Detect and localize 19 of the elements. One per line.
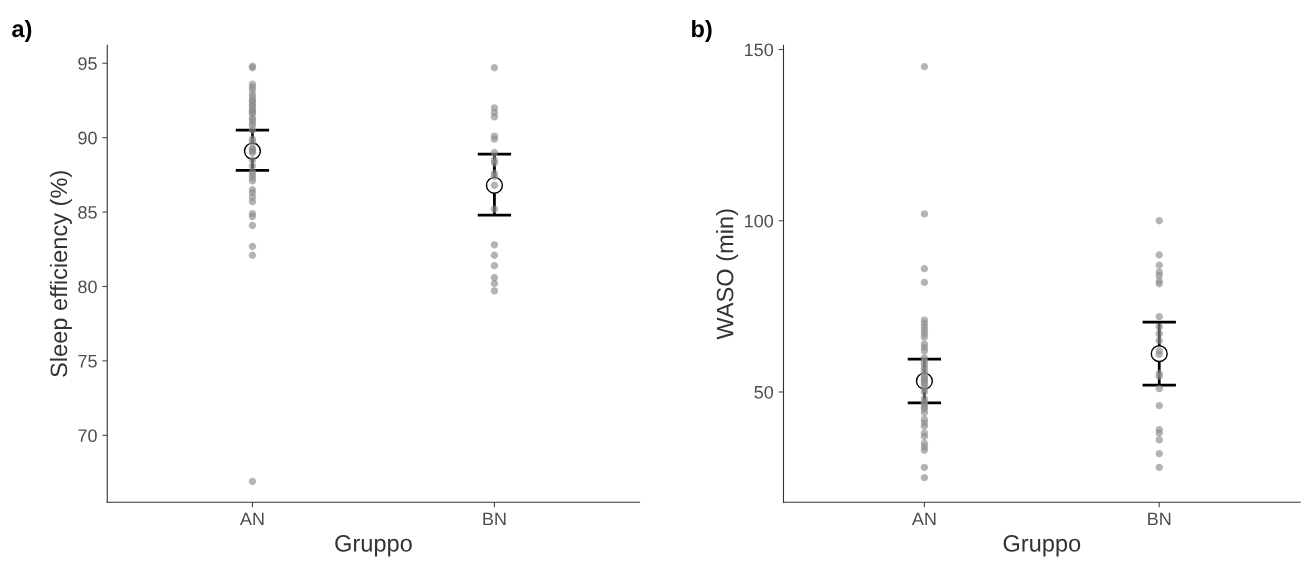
y-axis-title: Sleep efficiency (%) [49,171,72,377]
x-tick-label: BN [1148,512,1171,526]
y-tick-label: 85 [78,206,97,219]
chart-title: b) [692,19,712,42]
x-axis-title: Gruppo [335,535,412,557]
y-tick-label: 50 [754,385,774,399]
y-tick-label: 90 [78,131,97,145]
y-tick-label: 75 [78,355,97,368]
x-tick-label: AN [911,512,936,526]
y-axis-title: WASO (min) [716,209,739,340]
x-axis-title: Gruppo [1003,535,1081,557]
x-tick-label: BN [483,512,506,526]
chart-title: a) [12,19,32,42]
y-tick-label: 95 [78,57,97,70]
x-tick-label: AN [239,512,264,526]
y-tick-label: 70 [78,429,97,443]
y-tick-label: 80 [78,280,97,294]
y-tick-label: 150 [745,43,774,57]
y-tick-label: 100 [745,214,774,228]
